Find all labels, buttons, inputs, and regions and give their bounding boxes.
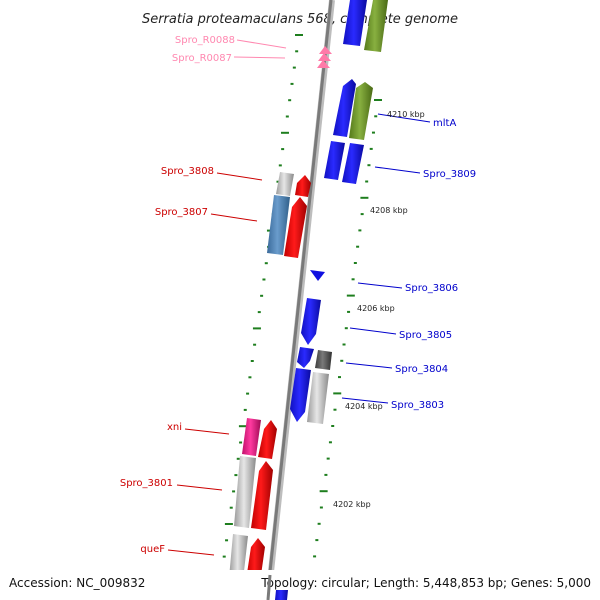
forward-genes: [275, 0, 388, 600]
reverse-genes: [229, 172, 311, 582]
kbp-label: 4206 kbp: [357, 304, 395, 313]
gene-label-mltA: mltA: [433, 118, 456, 129]
kbp-label: 4210 kbp: [387, 110, 425, 119]
gene-arrow: [276, 172, 294, 196]
kbp-label: 4204 kbp: [345, 402, 383, 411]
gene-label-spro-3807: Spro_3807: [155, 207, 208, 218]
kbp-labels: 4210 kbp 4208 kbp 4206 kbp 4204 kbp 4202…: [333, 110, 425, 509]
rna-arrow: [319, 46, 332, 54]
accession-text: Accession: NC_009832: [9, 576, 145, 590]
gene-arrow: [234, 456, 256, 528]
gene-arrow: [343, 0, 367, 46]
gene-label-spro-r0087: Spro_R0087: [172, 53, 232, 64]
gene-label-spro-3808: Spro_3808: [161, 166, 214, 177]
gene-label-spro-3803: Spro_3803: [391, 400, 444, 411]
gene-label-spro-3806: Spro_3806: [405, 283, 458, 294]
gene-arrow: [349, 82, 373, 140]
gene-label-spro-r0088: Spro_R0088: [175, 35, 235, 46]
gene-label-spro-3801: Spro_3801: [120, 478, 173, 489]
gene-label-quef: queF: [140, 544, 165, 555]
footer-background: [0, 570, 600, 600]
gene-arrow: [315, 350, 332, 370]
gene-arrow: [301, 298, 321, 345]
gene-arrow: [258, 420, 277, 459]
genome-backbone-tail: [266, 574, 288, 600]
gene-arrow: [310, 270, 325, 281]
gene-arrow: [307, 372, 329, 424]
kbp-label: 4208 kbp: [370, 206, 408, 215]
gene-arrow: [267, 195, 290, 255]
gene-arrow: [251, 461, 273, 530]
gene-label-spro-3804: Spro_3804: [395, 364, 448, 375]
genome-backbone: [265, 0, 335, 600]
gene-arrow: [284, 197, 307, 258]
gene-arrow: [324, 141, 345, 180]
gene-labels-left: Spro_R0088 Spro_R0087 Spro_3808 Spro_380…: [120, 35, 235, 555]
gene-labels-right: mltA Spro_3809 Spro_3806 Spro_3805 Spro_…: [391, 118, 476, 411]
rna-arrow: [318, 53, 331, 61]
rna-arrow: [317, 60, 330, 68]
kbp-label: 4202 kbp: [333, 500, 371, 509]
topology-text: Topology: circular; Length: 5,448,853 bp…: [260, 576, 591, 590]
gene-arrow: [295, 175, 311, 197]
gene-arrow: [297, 347, 314, 368]
gene-label-spro-3805: Spro_3805: [399, 330, 452, 341]
leader-lines: [167, 39, 431, 556]
gene-label-spro-3809: Spro_3809: [423, 169, 476, 180]
map-title: Serratia proteamaculans 568, complete ge…: [142, 12, 458, 27]
gene-label-xni: xni: [167, 422, 182, 433]
gene-arrow: [229, 534, 248, 580]
gene-arrow: [364, 0, 388, 52]
gene-arrow: [333, 79, 356, 137]
gene-arrow: [342, 143, 364, 184]
gene-arrow: [290, 368, 311, 422]
gene-arrow: [242, 418, 261, 456]
